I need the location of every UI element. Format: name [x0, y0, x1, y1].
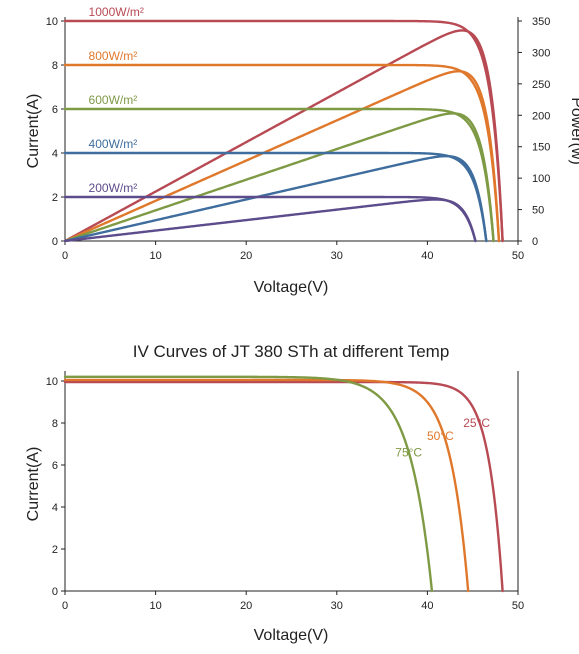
chart2-iv-curve: [63, 380, 504, 593]
chart1-series-label: 1000W/m²: [89, 5, 144, 19]
chart1-x-tick-label: 50: [512, 250, 524, 262]
chart2-series-label: 75°C: [395, 446, 422, 460]
chart1-y2-tick-label: 50: [532, 205, 544, 217]
chart1-series-label: 400W/m²: [89, 137, 138, 151]
chart1-y2-tick-label: 100: [532, 173, 550, 185]
chart2-x-tick-label: 20: [240, 600, 252, 612]
chart1-x-tick-label: 40: [421, 250, 433, 262]
chart2-y-tick-label: 4: [52, 502, 58, 514]
chart1-series-label: 200W/m²: [89, 181, 138, 195]
chart1-y2-tick-label: 250: [532, 79, 550, 91]
chart1-y2-tick-label: 0: [532, 236, 538, 248]
chart2-y-tick-label: 0: [52, 586, 58, 598]
chart1-x-tick-label: 0: [62, 250, 68, 262]
chart2-x-tick-label: 10: [149, 600, 161, 612]
chart2-x-tick-label: 30: [331, 600, 343, 612]
chart1-y-tick-label: 4: [52, 148, 58, 160]
chart2-x-tick-label: 50: [512, 600, 524, 612]
chart2-y-tick-label: 10: [46, 376, 58, 388]
chart1-ylabel: Current(A): [25, 94, 42, 169]
chart1-iv-curve: [63, 63, 501, 243]
chart1-y-tick-label: 10: [46, 16, 58, 28]
temperature-chart: IV Curves of JT 380 STh at different Tem…: [25, 342, 524, 644]
chart1-pv-curve: [63, 154, 488, 243]
chart1-iv-curve: [63, 19, 504, 243]
chart2-title: IV Curves of JT 380 STh at different Tem…: [133, 342, 450, 361]
chart1-x-tick-label: 10: [149, 250, 161, 262]
chart1-pv-curve: [63, 29, 504, 243]
chart1-xlabel: Voltage(V): [254, 279, 329, 296]
chart1-pv-curve: [63, 198, 477, 243]
chart1-y2-tick-label: 150: [532, 142, 550, 154]
irradiance-chart: Current(A) Power(w) Voltage(V) 0 10 20 30 40…: [25, 5, 579, 296]
chart1-y-tick-label: 8: [52, 60, 58, 72]
chart2-series-label: 25°C: [463, 416, 490, 430]
chart1-y-tick-label: 2: [52, 192, 58, 204]
chart2-y-tick-label: 6: [52, 460, 58, 472]
chart1-iv-curve: [63, 195, 477, 243]
chart2-series-label: 50°C: [427, 429, 454, 443]
chart1-pv-curve: [63, 70, 501, 243]
chart2-y-tick-label: 8: [52, 418, 58, 430]
chart1-y2label: Power(w): [568, 97, 579, 165]
chart2-x-tick-label: 40: [421, 600, 433, 612]
chart2-ylabel: Current(A): [25, 447, 42, 522]
chart1-pv-curve: [63, 112, 495, 243]
chart2-iv-curve: [63, 375, 434, 593]
chart2-y-tick-label: 2: [52, 544, 58, 556]
chart1-y2-tick-label: 300: [532, 47, 550, 59]
chart1-y-tick-label: 0: [52, 236, 58, 248]
chart1-iv-curve: [63, 151, 488, 243]
chart1-y2-tick-label: 200: [532, 110, 550, 122]
chart1-x-tick-label: 20: [240, 250, 252, 262]
chart1-series-label: 800W/m²: [89, 49, 138, 63]
chart1-y-tick-label: 6: [52, 104, 58, 116]
chart2-x-tick-label: 0: [62, 600, 68, 612]
chart1-y2-tick-label: 350: [532, 16, 550, 28]
chart1-series-label: 600W/m²: [89, 93, 138, 107]
chart1-iv-curve: [63, 107, 495, 243]
chart2-xlabel: Voltage(V): [254, 627, 329, 644]
chart1-x-tick-label: 30: [331, 250, 343, 262]
chart2-iv-curve: [63, 378, 470, 593]
